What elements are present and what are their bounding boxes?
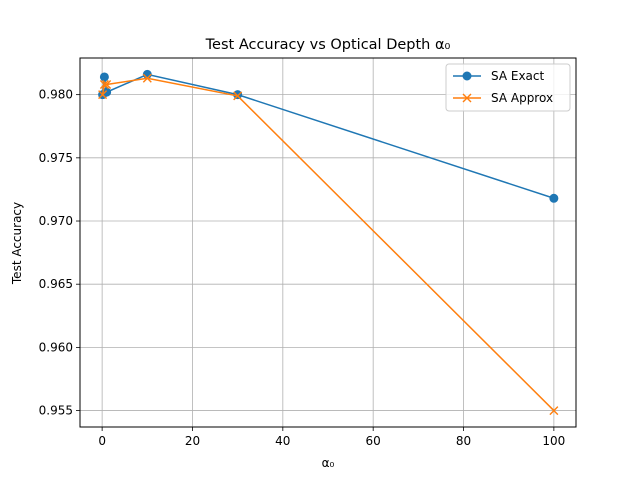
series-layer (98, 69, 559, 416)
data-point-sa-approx-stroke-b (99, 80, 109, 90)
data-point-sa-approx-stroke-b (98, 90, 108, 100)
data-point-sa-approx-stroke-b (233, 91, 243, 101)
tick-layer: 0 20 40 60 80 100 0.955 0.960 0.965 0.970 0.975 0.9… (39, 88, 566, 448)
y-tick-label: 0.965 (39, 277, 73, 291)
legend-marker-sa-approx (462, 93, 472, 103)
legend-marker-sa-approx-stroke-b (462, 93, 472, 103)
y-axis-title: Test Accuracy (10, 202, 24, 285)
legend-marker-sa-exact (462, 71, 472, 81)
chart-title: Test Accuracy vs Optical Depth α₀ (205, 37, 451, 53)
y-tick-label: 0.980 (39, 88, 73, 102)
data-point-sa-exact (99, 72, 109, 82)
data-point-sa-approx-stroke-b (549, 406, 559, 416)
x-tick-label: 20 (185, 434, 200, 448)
plot-frame (79, 57, 577, 428)
legend-label-sa-approx: SA Approx (491, 91, 553, 105)
legend-item-sa-approx: SA Approx (453, 91, 553, 105)
x-tick-label: 60 (366, 434, 381, 448)
legend: SA Exact SA Approx (445, 63, 571, 112)
y-tick-label: 0.955 (39, 404, 73, 418)
series-sa-approx (98, 73, 559, 416)
data-point-sa-approx (99, 80, 109, 90)
data-point-sa-approx (98, 90, 108, 100)
y-tick-label: 0.970 (39, 214, 73, 228)
legend-item-sa-exact: SA Exact (453, 69, 544, 83)
data-point-sa-exact (142, 69, 152, 79)
x-tick-label: 80 (456, 434, 471, 448)
legend-label-sa-exact: SA Exact (491, 69, 544, 83)
data-point-sa-approx-stroke-b (142, 73, 152, 83)
data-point-sa-approx (549, 406, 559, 416)
x-axis-title: α₀ (322, 456, 335, 470)
grid-layer (80, 58, 576, 427)
y-tick-label: 0.975 (39, 151, 73, 165)
y-tick-label: 0.960 (39, 340, 73, 354)
x-tick-label: 100 (542, 434, 565, 448)
data-point-sa-approx (142, 73, 152, 83)
data-point-sa-approx-stroke-b (102, 80, 112, 90)
x-tick-label: 0 (98, 434, 106, 448)
data-point-sa-exact (549, 193, 559, 203)
data-point-sa-approx (233, 91, 243, 101)
x-tick-label: 40 (275, 434, 290, 448)
data-point-sa-approx (102, 80, 112, 90)
